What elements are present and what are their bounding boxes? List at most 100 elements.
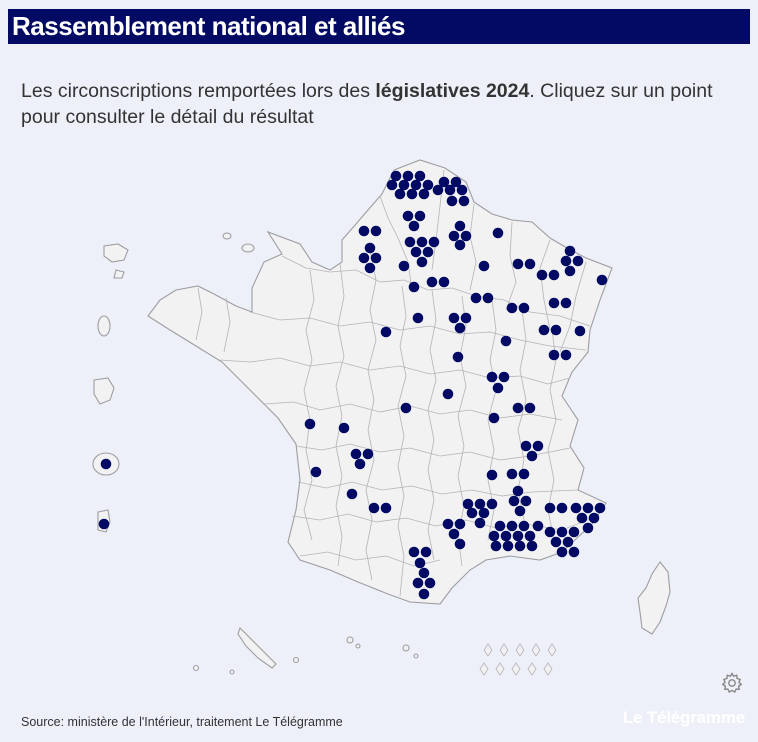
constituency-dot[interactable]: [574, 325, 586, 337]
constituency-dot[interactable]: [512, 258, 524, 270]
constituency-dot[interactable]: [544, 526, 556, 538]
constituency-dot[interactable]: [304, 418, 316, 430]
constituency-dot[interactable]: [414, 557, 426, 569]
constituency-dot[interactable]: [486, 371, 498, 383]
constituency-dot[interactable]: [508, 495, 520, 507]
constituency-dot[interactable]: [596, 274, 608, 286]
constituency-dot[interactable]: [404, 236, 416, 248]
constituency-dot[interactable]: [550, 536, 562, 548]
constituency-dot[interactable]: [364, 242, 376, 254]
constituency-dot[interactable]: [526, 450, 538, 462]
constituency-dot[interactable]: [448, 528, 460, 540]
constituency-dot[interactable]: [474, 498, 486, 510]
constituency-dot[interactable]: [426, 276, 438, 288]
constituency-dot[interactable]: [456, 184, 468, 196]
constituency-dot[interactable]: [452, 351, 464, 363]
constituency-dot[interactable]: [520, 440, 532, 452]
constituency-dot[interactable]: [512, 530, 524, 542]
constituency-dot[interactable]: [446, 195, 458, 207]
constituency-dot[interactable]: [402, 170, 414, 182]
constituency-dot[interactable]: [550, 324, 562, 336]
constituency-dot[interactable]: [478, 260, 490, 272]
constituency-dot[interactable]: [514, 505, 526, 517]
constituency-dot[interactable]: [386, 179, 398, 191]
constituency-dot[interactable]: [594, 502, 606, 514]
constituency-dot[interactable]: [560, 255, 572, 267]
constituency-dot[interactable]: [492, 227, 504, 239]
constituency-dot[interactable]: [418, 588, 430, 600]
constituency-dot[interactable]: [506, 302, 518, 314]
constituency-dots[interactable]: [98, 170, 608, 600]
constituency-dot[interactable]: [438, 276, 450, 288]
constituency-dot[interactable]: [410, 179, 422, 191]
constituency-dot[interactable]: [418, 188, 430, 200]
constituency-dot[interactable]: [458, 195, 470, 207]
constituency-dot[interactable]: [444, 184, 456, 196]
constituency-dot[interactable]: [562, 536, 574, 548]
constituency-dot[interactable]: [462, 498, 474, 510]
constituency-dot[interactable]: [466, 507, 478, 519]
constituency-dot[interactable]: [432, 184, 444, 196]
constituency-dot[interactable]: [548, 349, 560, 361]
constituency-dot[interactable]: [406, 188, 418, 200]
constituency-dot[interactable]: [532, 520, 544, 532]
constituency-dot[interactable]: [572, 255, 584, 267]
constituency-dot[interactable]: [370, 252, 382, 264]
constituency-dot[interactable]: [448, 230, 460, 242]
constituency-dot[interactable]: [414, 170, 426, 182]
constituency-dot[interactable]: [524, 530, 536, 542]
constituency-dot[interactable]: [470, 292, 482, 304]
constituency-dot[interactable]: [582, 522, 594, 534]
constituency-dot[interactable]: [448, 312, 460, 324]
constituency-dot[interactable]: [500, 335, 512, 347]
constituency-dot[interactable]: [514, 540, 526, 552]
constituency-dot[interactable]: [390, 170, 402, 182]
constituency-dot[interactable]: [460, 312, 472, 324]
constituency-dot[interactable]: [408, 546, 420, 558]
constituency-dot[interactable]: [350, 448, 362, 460]
constituency-dot[interactable]: [358, 252, 370, 264]
constituency-dot[interactable]: [418, 567, 430, 579]
constituency-dot[interactable]: [486, 498, 498, 510]
constituency-dot[interactable]: [532, 440, 544, 452]
constituency-dot[interactable]: [544, 502, 556, 514]
constituency-dot[interactable]: [474, 517, 486, 529]
constituency-dot[interactable]: [454, 538, 466, 550]
constituency-dot[interactable]: [454, 518, 466, 530]
constituency-dot[interactable]: [570, 502, 582, 514]
constituency-dot[interactable]: [568, 546, 580, 558]
constituency-dot[interactable]: [398, 260, 410, 272]
constituency-dot[interactable]: [410, 246, 422, 258]
constituency-dot[interactable]: [494, 520, 506, 532]
constituency-dot[interactable]: [414, 210, 426, 222]
constituency-dot[interactable]: [460, 230, 472, 242]
constituency-dot[interactable]: [428, 236, 440, 248]
constituency-dot[interactable]: [380, 326, 392, 338]
constituency-dot[interactable]: [442, 388, 454, 400]
constituency-dot[interactable]: [568, 526, 580, 538]
constituency-dot[interactable]: [416, 256, 428, 268]
constituency-dot[interactable]: [576, 512, 588, 524]
constituency-dot[interactable]: [478, 507, 490, 519]
constituency-dot[interactable]: [556, 546, 568, 558]
constituency-dot[interactable]: [416, 236, 428, 248]
constituency-dot[interactable]: [518, 520, 530, 532]
constituency-dot[interactable]: [486, 469, 498, 481]
constituency-dot[interactable]: [420, 546, 432, 558]
constituency-dot[interactable]: [438, 176, 450, 188]
constituency-dot[interactable]: [500, 530, 512, 542]
constituency-dot[interactable]: [488, 530, 500, 542]
constituency-dot[interactable]: [408, 220, 420, 232]
constituency-dot[interactable]: [564, 245, 576, 257]
constituency-dot[interactable]: [310, 466, 322, 478]
constituency-dot[interactable]: [490, 540, 502, 552]
constituency-dot[interactable]: [582, 502, 594, 514]
constituency-dot[interactable]: [506, 468, 518, 480]
constituency-dot[interactable]: [482, 292, 494, 304]
constituency-dot[interactable]: [398, 179, 410, 191]
constituency-dot[interactable]: [548, 297, 560, 309]
constituency-dot[interactable]: [560, 349, 572, 361]
constituency-dot[interactable]: [338, 422, 350, 434]
constituency-dot[interactable]: [442, 518, 454, 530]
constituency-dot[interactable]: [588, 512, 600, 524]
